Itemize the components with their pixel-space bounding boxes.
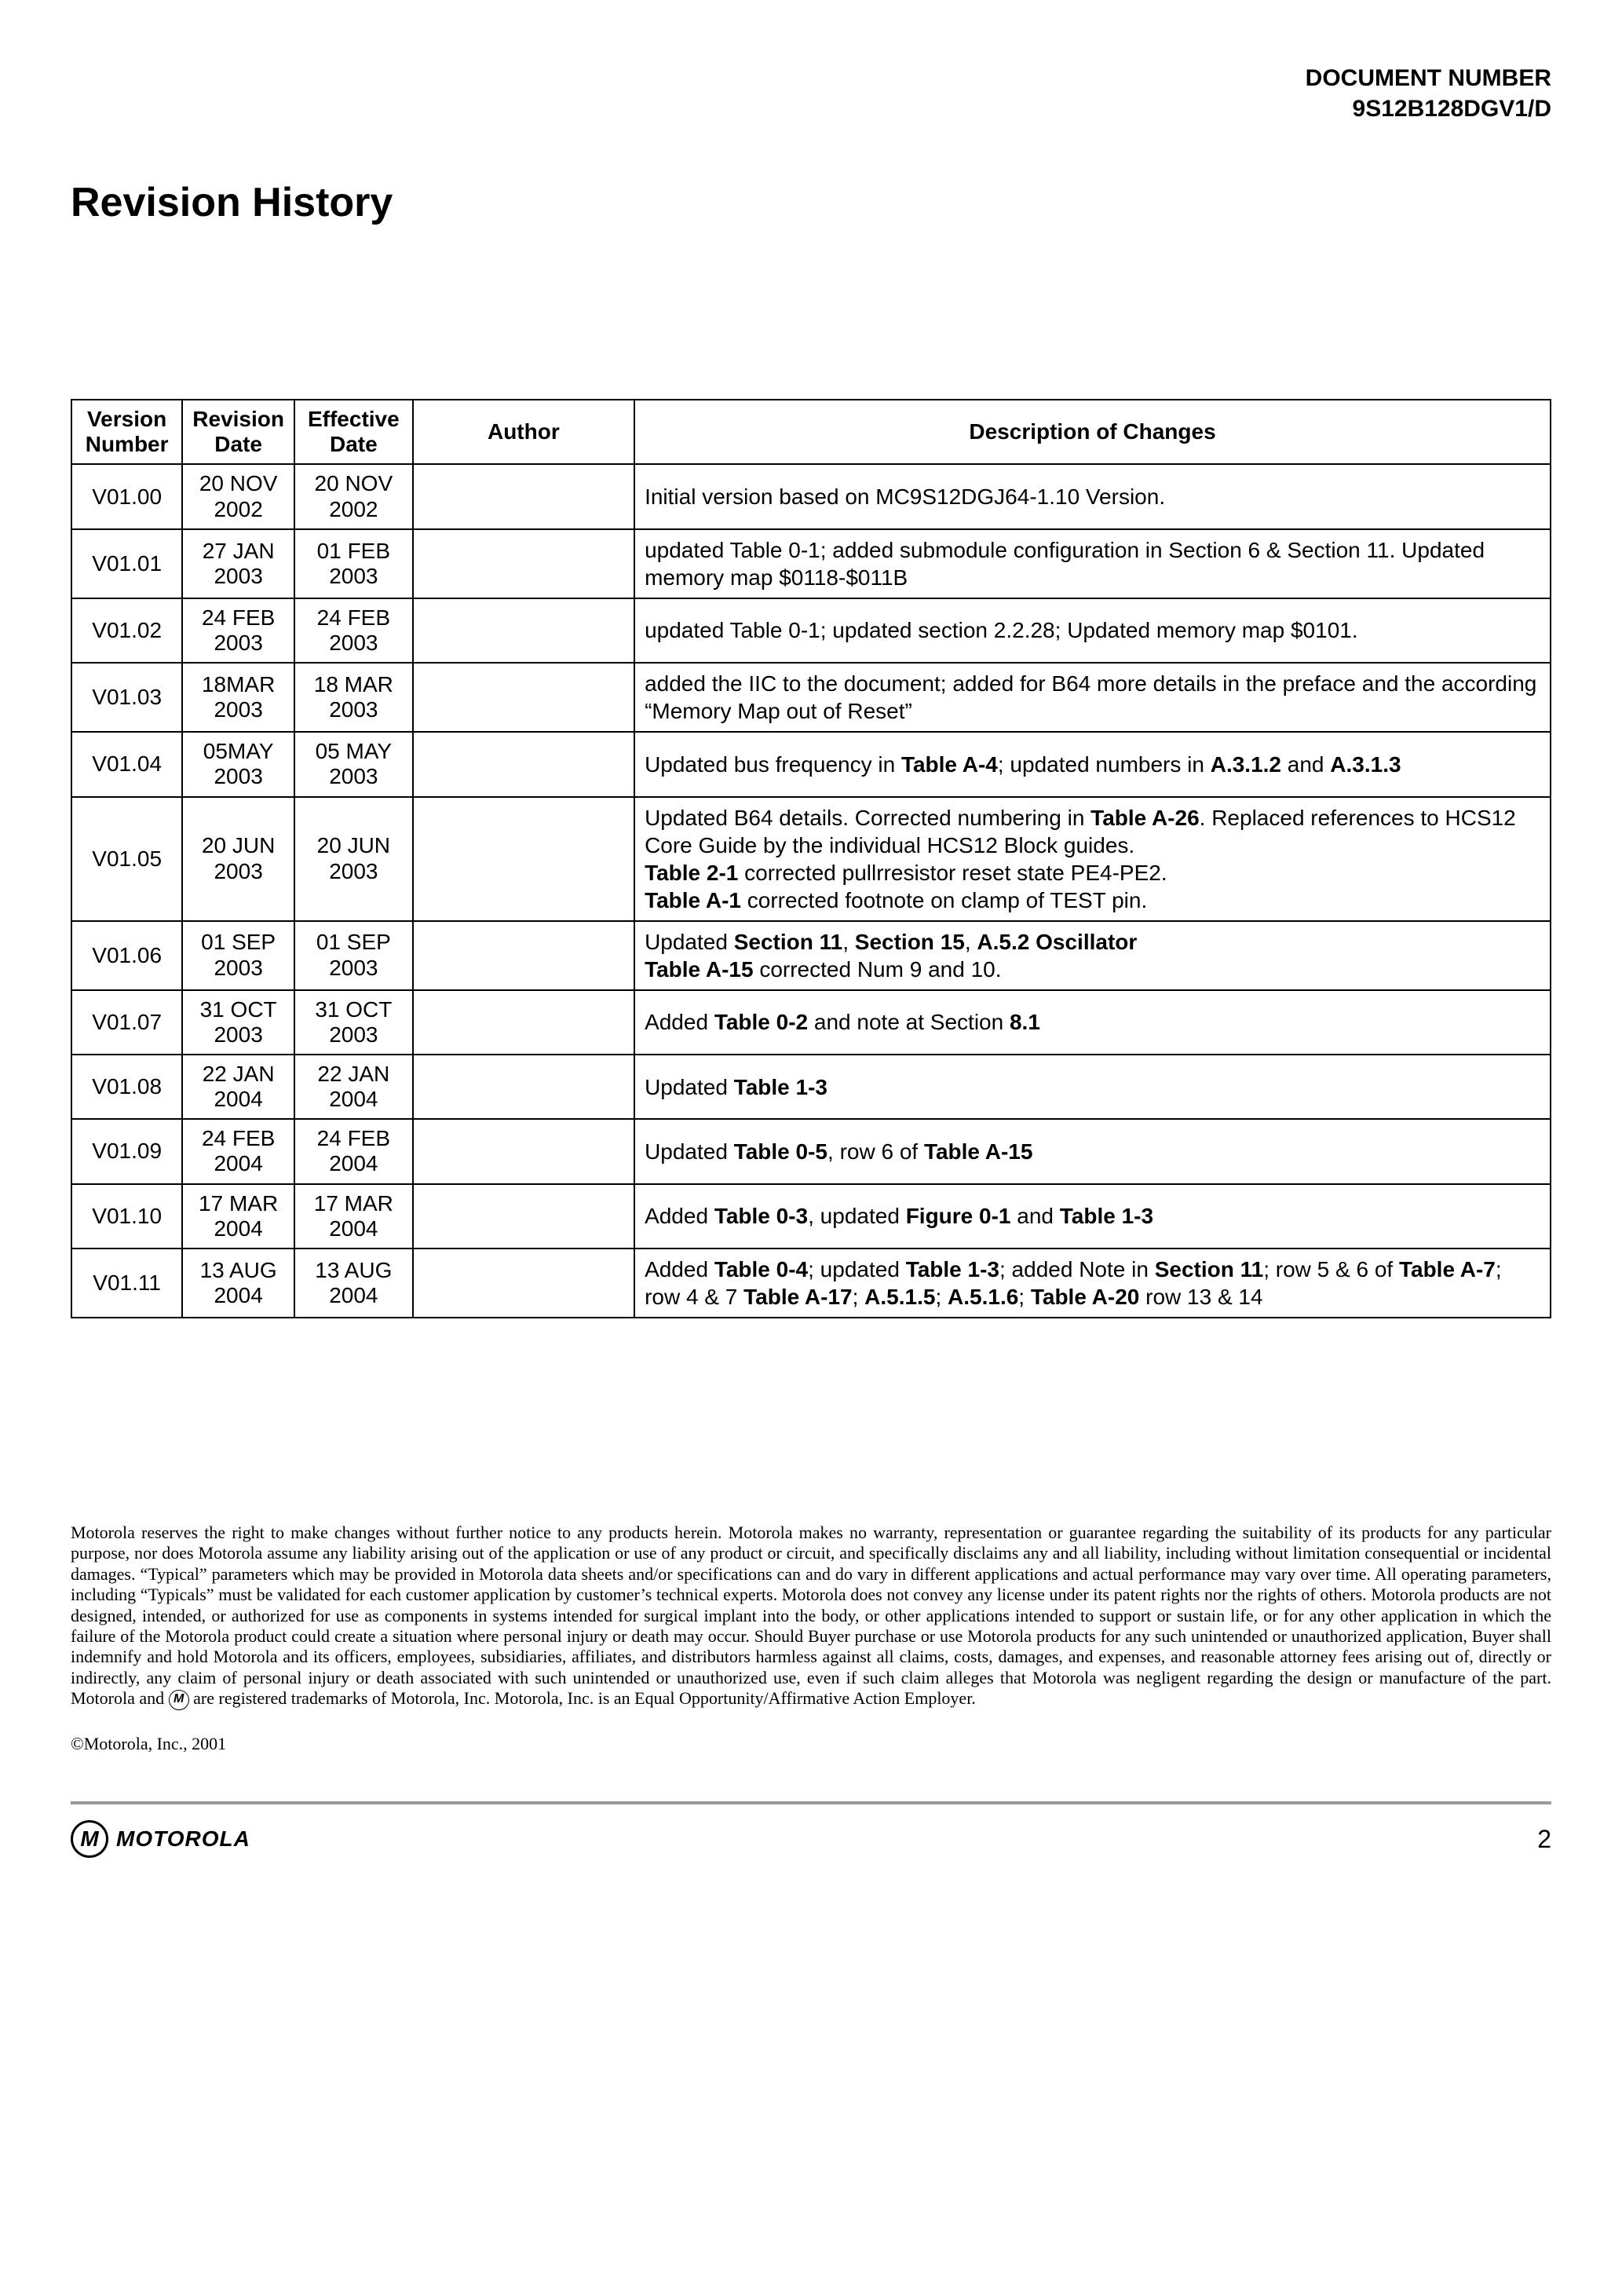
cell-author — [413, 663, 634, 732]
cell-revision-date: 13 AUG2004 — [182, 1249, 294, 1318]
footer-divider — [71, 1801, 1551, 1804]
cell-version: V01.08 — [71, 1055, 182, 1119]
table-row: V01.0924 FEB200424 FEB2004Updated Table … — [71, 1119, 1551, 1183]
cell-revision-date: 01 SEP2003 — [182, 921, 294, 990]
cell-description: Updated bus frequency in Table A-4; upda… — [634, 732, 1551, 796]
cell-version: V01.03 — [71, 663, 182, 732]
cell-author — [413, 1184, 634, 1249]
cell-author — [413, 990, 634, 1055]
cell-description: Updated B64 details. Corrected numbering… — [634, 797, 1551, 921]
cell-version: V01.09 — [71, 1119, 182, 1183]
cell-effective-date: 24 FEB2004 — [294, 1119, 413, 1183]
cell-version: V01.04 — [71, 732, 182, 796]
cell-effective-date: 24 FEB2003 — [294, 598, 413, 663]
table-row: V01.0822 JAN200422 JAN2004Updated Table … — [71, 1055, 1551, 1119]
cell-version: V01.11 — [71, 1249, 182, 1318]
cell-author — [413, 921, 634, 990]
cell-effective-date: 13 AUG2004 — [294, 1249, 413, 1318]
motorola-logo-text: MOTOROLA — [116, 1826, 250, 1852]
table-row: V01.1017 MAR200417 MAR2004Added Table 0-… — [71, 1184, 1551, 1249]
table-row: V01.0601 SEP200301 SEP2003Updated Sectio… — [71, 921, 1551, 990]
cell-effective-date: 31 OCT2003 — [294, 990, 413, 1055]
cell-effective-date: 01 FEB2003 — [294, 529, 413, 598]
legal-disclaimer: Motorola reserves the right to make chan… — [71, 1523, 1551, 1710]
page-number: 2 — [1537, 1825, 1551, 1854]
table-row: V01.0405MAY200305 MAY2003 Updated bus fre… — [71, 732, 1551, 796]
cell-author — [413, 797, 634, 921]
cell-revision-date: 27 JAN2003 — [182, 529, 294, 598]
cell-version: V01.07 — [71, 990, 182, 1055]
cell-effective-date: 18 MAR2003 — [294, 663, 413, 732]
cell-effective-date: 22 JAN2004 — [294, 1055, 413, 1119]
disclaimer-text-before: Motorola reserves the right to make chan… — [71, 1523, 1551, 1708]
doc-number-label: DOCUMENT NUMBER — [71, 63, 1551, 93]
cell-author — [413, 732, 634, 796]
col-revdate: Revision Date — [182, 400, 294, 464]
document-header: DOCUMENT NUMBER 9S12B128DGV1/D — [71, 63, 1551, 124]
cell-description: Initial version based on MC9S12DGJ64-1.1… — [634, 464, 1551, 528]
cell-version: V01.01 — [71, 529, 182, 598]
table-row: V01.1113 AUG200413 AUG2004Added Table 0-… — [71, 1249, 1551, 1318]
cell-revision-date: 22 JAN2004 — [182, 1055, 294, 1119]
cell-author — [413, 464, 634, 528]
cell-description: Updated Table 0-5, row 6 of Table A-15 — [634, 1119, 1551, 1183]
table-row: V01.0731 OCT200331 OCT2003Added Table 0-… — [71, 990, 1551, 1055]
cell-author — [413, 1055, 634, 1119]
cell-version: V01.00 — [71, 464, 182, 528]
cell-revision-date: 20 NOV2002 — [182, 464, 294, 528]
table-row: V01.0318MAR200318 MAR2003 added the IIC t… — [71, 663, 1551, 732]
col-effdate: Effective Date — [294, 400, 413, 464]
table-row: V01.0520 JUN200320 JUN2003Updated B64 de… — [71, 797, 1551, 921]
page-footer: M MOTOROLA 2 — [71, 1820, 1551, 1858]
copyright-line: ©Motorola, Inc., 2001 — [71, 1734, 1551, 1754]
cell-description: Added Table 0-3, updated Figure 0-1 and … — [634, 1184, 1551, 1249]
cell-revision-date: 20 JUN2003 — [182, 797, 294, 921]
cell-description: Added Table 0-4; updated Table 1-3; adde… — [634, 1249, 1551, 1318]
doc-number-value: 9S12B128DGV1/D — [71, 93, 1551, 124]
page-title: Revision History — [71, 179, 1551, 226]
table-header-row: Version Number Revision Date Effective D… — [71, 400, 1551, 464]
motorola-logo-icon: M — [71, 1820, 108, 1858]
cell-version: V01.06 — [71, 921, 182, 990]
cell-effective-date: 20 NOV2002 — [294, 464, 413, 528]
col-description: Description of Changes — [634, 400, 1551, 464]
cell-effective-date: 17 MAR2004 — [294, 1184, 413, 1249]
cell-effective-date: 20 JUN2003 — [294, 797, 413, 921]
revision-history-table: Version Number Revision Date Effective D… — [71, 399, 1551, 1318]
cell-author — [413, 1119, 634, 1183]
cell-description: Updated Section 11, Section 15, A.5.2 Os… — [634, 921, 1551, 990]
col-version: Version Number — [71, 400, 182, 464]
cell-description: added the IIC to the document; added for… — [634, 663, 1551, 732]
table-row: V01.0020 NOV200220 NOV2002Initial versio… — [71, 464, 1551, 528]
cell-description: updated Table 0-1; updated section 2.2.2… — [634, 598, 1551, 663]
footer-logo: M MOTOROLA — [71, 1820, 250, 1858]
cell-revision-date: 24 FEB2003 — [182, 598, 294, 663]
cell-version: V01.02 — [71, 598, 182, 663]
cell-author — [413, 529, 634, 598]
cell-revision-date: 18MAR2003 — [182, 663, 294, 732]
col-author: Author — [413, 400, 634, 464]
motorola-logo-inline-icon: M — [169, 1690, 189, 1710]
cell-version: V01.10 — [71, 1184, 182, 1249]
cell-effective-date: 05 MAY2003 — [294, 732, 413, 796]
disclaimer-text-after: are registered trademarks of Motorola, I… — [189, 1688, 976, 1708]
cell-description: Updated Table 1-3 — [634, 1055, 1551, 1119]
cell-description: updated Table 0-1; added submodule confi… — [634, 529, 1551, 598]
cell-effective-date: 01 SEP2003 — [294, 921, 413, 990]
table-row: V01.0127 JAN200301 FEB2003 updated Table … — [71, 529, 1551, 598]
cell-author — [413, 1249, 634, 1318]
table-row: V01.0224 FEB200324 FEB2003updated Table … — [71, 598, 1551, 663]
cell-revision-date: 24 FEB2004 — [182, 1119, 294, 1183]
cell-description: Added Table 0-2 and note at Section 8.1 — [634, 990, 1551, 1055]
cell-revision-date: 31 OCT2003 — [182, 990, 294, 1055]
cell-revision-date: 05MAY2003 — [182, 732, 294, 796]
cell-version: V01.05 — [71, 797, 182, 921]
cell-author — [413, 598, 634, 663]
cell-revision-date: 17 MAR2004 — [182, 1184, 294, 1249]
